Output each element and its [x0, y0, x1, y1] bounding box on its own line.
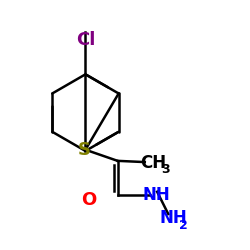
Text: NH: NH	[159, 209, 187, 227]
Text: S: S	[78, 141, 91, 159]
Text: O: O	[82, 192, 97, 210]
Text: NH: NH	[142, 186, 170, 204]
Text: Cl: Cl	[76, 31, 95, 49]
Text: 3: 3	[162, 162, 170, 175]
Text: CH: CH	[140, 154, 166, 172]
Text: 2: 2	[179, 219, 188, 232]
